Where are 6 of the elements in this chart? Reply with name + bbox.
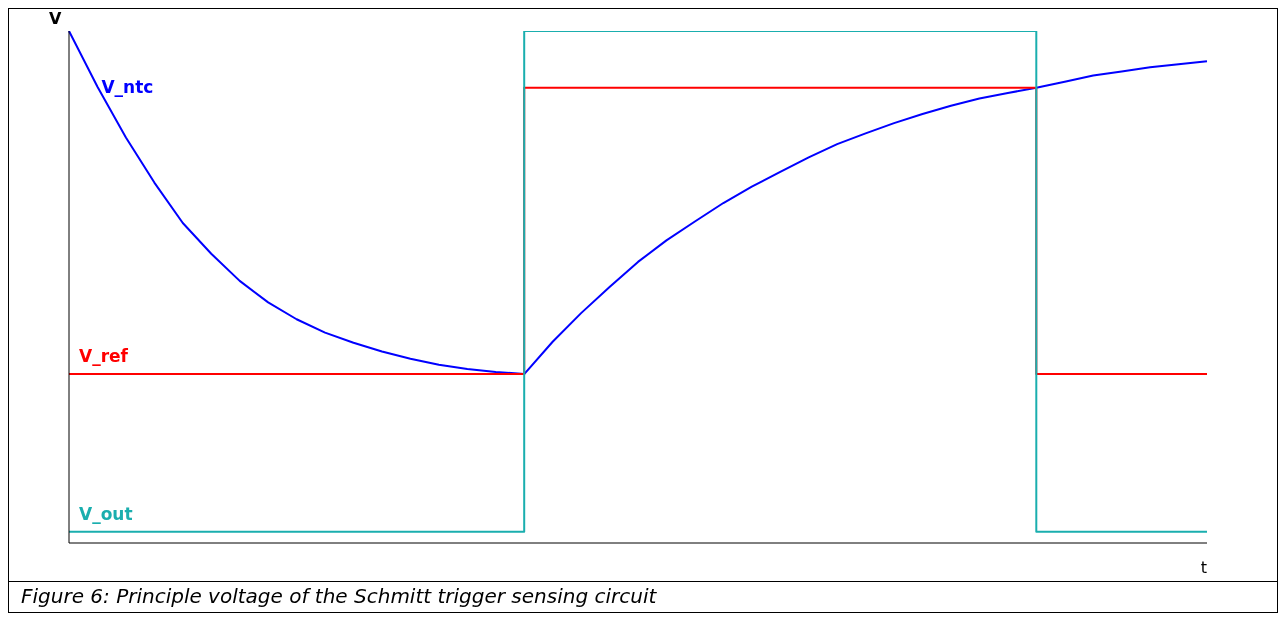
y-axis-title: V <box>49 9 62 29</box>
caption: Figure 6: Principle voltage of the Schmitt trigger sensing circuit <box>9 581 1277 612</box>
series-label: V_out <box>79 503 133 524</box>
series-label: V_ref <box>79 346 129 367</box>
x-axis-title: t <box>1200 558 1207 577</box>
series-label: V_ntc <box>101 76 154 97</box>
